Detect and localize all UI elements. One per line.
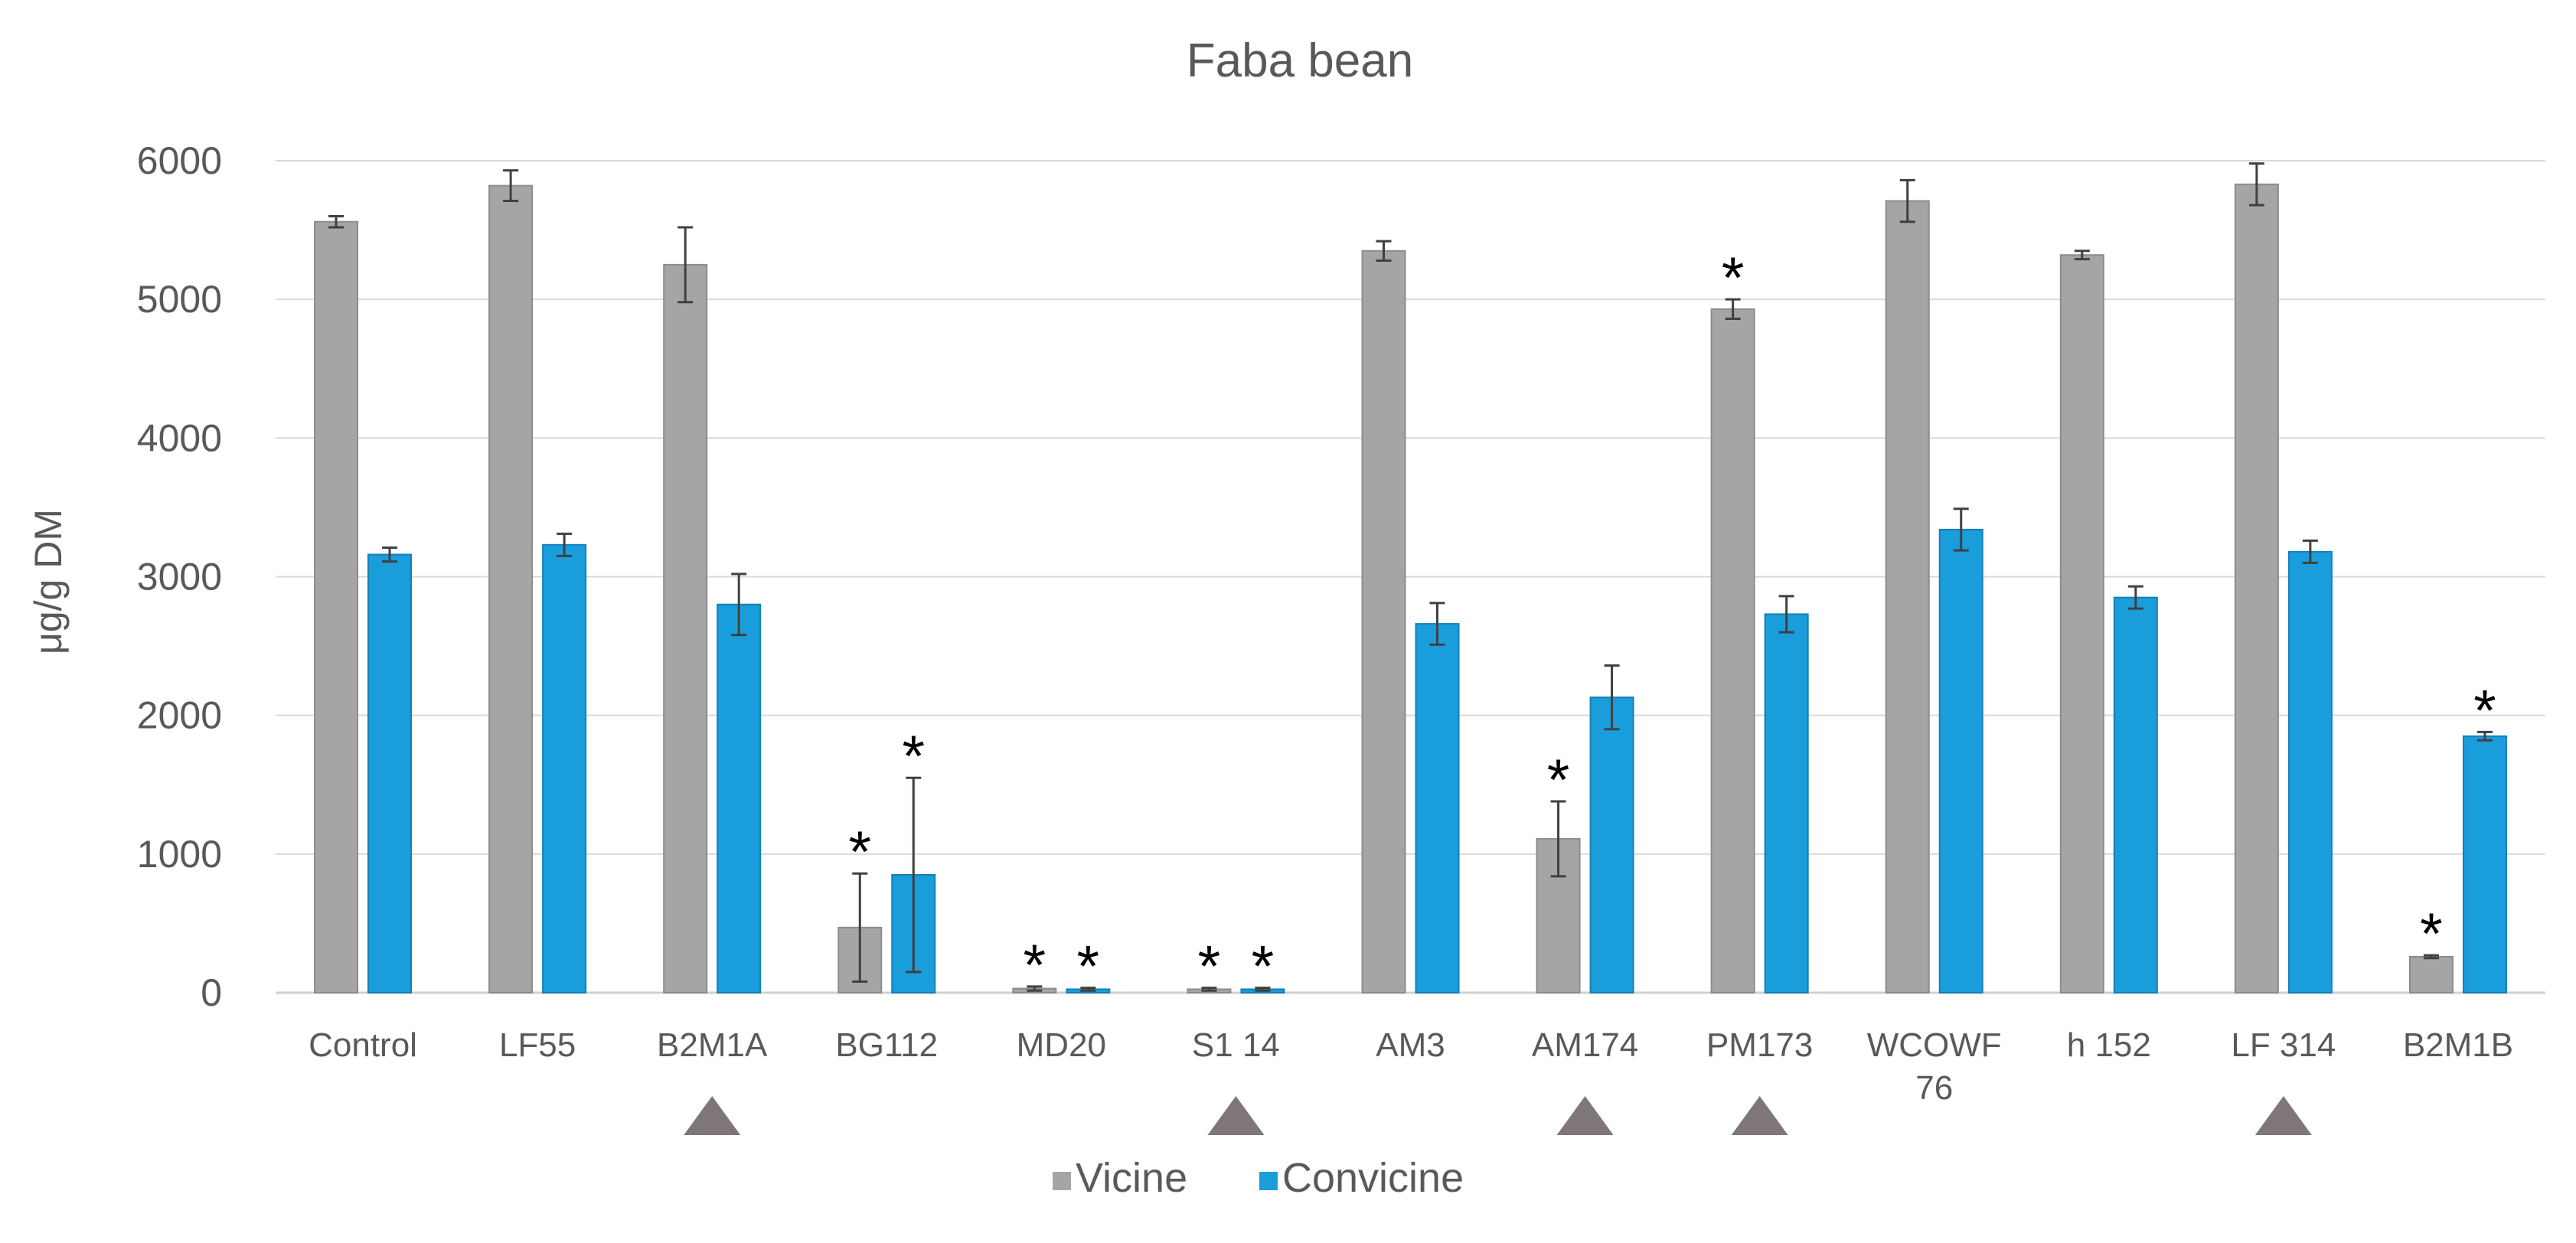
legend-swatch-convicine [1259,1172,1278,1190]
bar-vicine [488,184,534,994]
y-tick-label: 0 [201,971,222,1014]
triangle-marker [1207,1096,1265,1135]
gridlines [276,160,2545,994]
bar-convicine [1938,528,1983,993]
y-axis-ticks: 0 1000 2000 3000 4000 5000 6000 [137,139,222,1014]
legend-label-vicine: Vicine [1076,1155,1187,1201]
x-tick-label: Control [309,1026,417,1064]
significance-asterisk: * [2473,678,2496,743]
significance-asterisk: * [2420,902,2443,967]
bar-vicine [2234,183,2279,993]
triangle-markers [684,1096,2312,1135]
x-tick-label: 76 [1915,1069,1953,1107]
bar-vicine [314,220,359,994]
triangle-marker [1731,1096,1788,1135]
bar-convicine [2113,596,2158,993]
significance-asterisk: * [848,820,871,885]
bar-convicine [542,543,587,993]
bar-vicine [2059,254,2104,993]
significance-asterisk: * [1077,935,1100,1000]
x-tick-label: h 152 [2067,1026,2151,1064]
legend-label-convicine: Convicine [1282,1155,1464,1201]
significance-asterisk: * [1252,935,1275,1000]
bars [314,183,2507,994]
bar-vicine [1885,200,1930,993]
y-tick-label: 2000 [137,694,222,737]
y-tick-label: 6000 [137,139,222,182]
triangle-marker [684,1096,741,1135]
significance-asterisk: * [902,724,925,789]
bar-convicine [2287,550,2333,993]
triangle-marker [1556,1096,1614,1135]
x-tick-label: MD20 [1017,1026,1106,1064]
x-tick-label: B2M1A [657,1026,768,1064]
bar-vicine [1710,308,1755,993]
bar-convicine [717,603,762,993]
significance-asterisk: * [1024,933,1046,998]
x-tick-label: AM3 [1376,1026,1445,1064]
x-tick-label: WCOWF [1867,1026,2002,1064]
bar-convicine [1415,623,1460,993]
x-tick-label: AM174 [1532,1026,1638,1064]
y-tick-label: 1000 [137,833,222,876]
bar-vicine [1361,250,1406,993]
x-tick-label: PM173 [1706,1026,1813,1064]
x-tick-label: BG112 [835,1026,938,1064]
x-tick-label: LF55 [499,1026,576,1064]
triangle-marker [2254,1096,2312,1135]
legend-swatch-vicine [1053,1172,1071,1190]
bar-convicine [1589,697,1634,993]
x-tick-label: S1 14 [1192,1026,1280,1064]
chart-title: Faba bean [1187,34,1413,87]
y-tick-label: 5000 [137,278,222,321]
y-tick-label: 4000 [137,416,222,459]
y-axis-label: μg/g DM [27,509,70,654]
error-bars [328,162,2493,992]
significance-markers: * * * * * * * * * * [848,246,2496,999]
significance-asterisk: * [1547,748,1570,813]
significance-asterisk: * [1198,935,1221,1000]
legend: Vicine Convicine [1053,1155,1464,1201]
x-tick-label: B2M1B [2403,1026,2513,1064]
significance-asterisk: * [1722,246,1745,311]
x-axis-ticks: Control LF55 B2M1A BG112 MD20 S1 14 AM3 AM174 PM… [309,1026,2513,1107]
bar-convicine [367,553,413,993]
bar-convicine [1764,613,1809,993]
bar-convicine [2462,735,2507,993]
y-tick-label: 3000 [137,556,222,599]
bar-vicine [663,263,708,993]
x-tick-label: LF 314 [2231,1026,2336,1064]
